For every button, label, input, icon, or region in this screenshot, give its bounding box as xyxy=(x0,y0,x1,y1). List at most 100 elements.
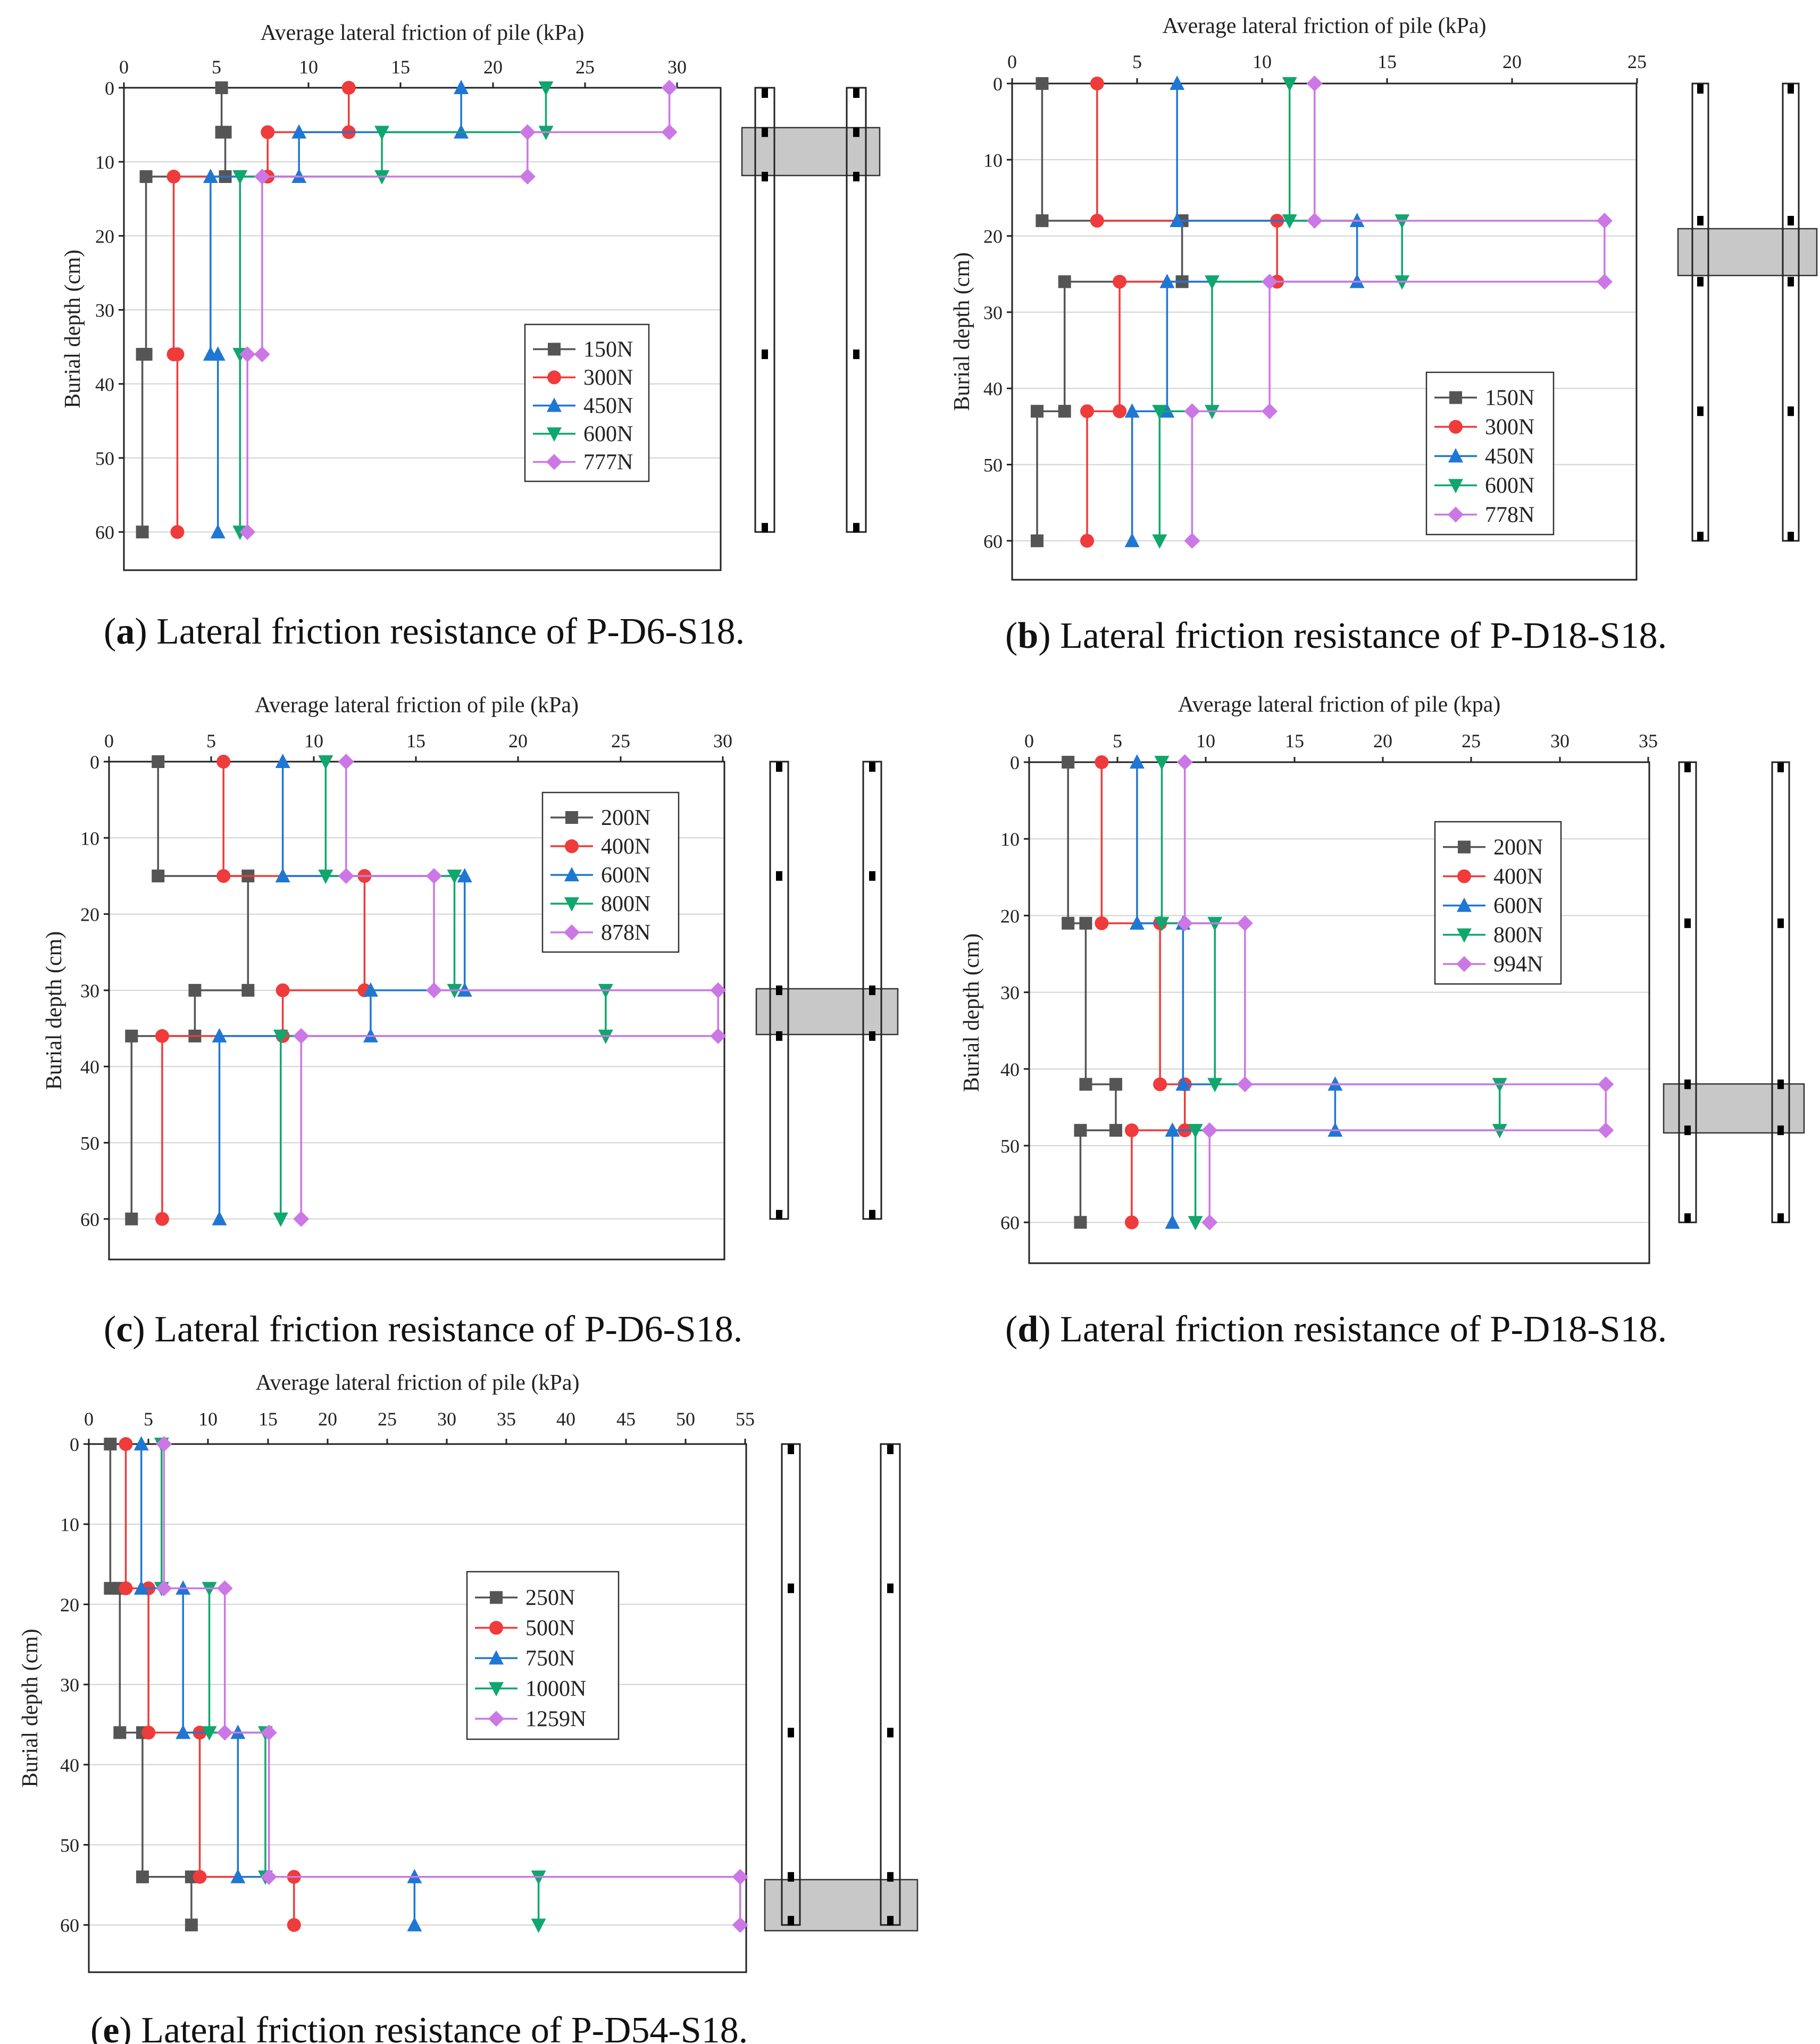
marker-triangle-down xyxy=(1207,1078,1223,1092)
x-tick-label: 20 xyxy=(1502,51,1522,72)
panel-e: 0 5 10 15 20 25 30 35 40 45 50 55 0 10 20 30 40 50 60 Avera… xyxy=(18,1371,919,2044)
pile xyxy=(1771,761,1790,1223)
marker-diamond xyxy=(1262,273,1278,290)
marker-diamond xyxy=(254,169,270,185)
legend-label: 400N xyxy=(1493,865,1543,889)
marker-square xyxy=(490,1591,503,1604)
marker-triangle-up xyxy=(457,867,472,882)
legend-label: 800N xyxy=(1493,923,1543,948)
marker-diamond xyxy=(1184,532,1200,549)
strain-gauge xyxy=(853,349,859,360)
caption-letter: c xyxy=(116,1309,132,1350)
strain-gauge xyxy=(776,985,782,995)
caption-letter: e xyxy=(103,2010,119,2044)
strain-gauge xyxy=(788,1916,794,1926)
legend-label: 878N xyxy=(601,921,650,945)
strain-gauge xyxy=(1777,918,1784,928)
marker-diamond xyxy=(254,346,270,363)
strain-gauge xyxy=(1684,763,1691,772)
marker-triangle-up xyxy=(275,867,290,882)
marker-square xyxy=(152,755,165,768)
marker-square xyxy=(152,869,165,882)
x-tick-label: 15 xyxy=(1377,51,1397,72)
y-tick-label: 50 xyxy=(95,448,114,469)
y-axis-title: Burial depth (cm) xyxy=(959,933,984,1092)
gridlines xyxy=(89,1523,746,1926)
marker-square xyxy=(1058,405,1071,418)
marker-triangle-up xyxy=(1124,532,1140,547)
y-tick-label: 0 xyxy=(90,752,99,773)
y-tick-label: 40 xyxy=(95,374,114,395)
marker-diamond xyxy=(710,1028,727,1044)
marker-diamond xyxy=(426,867,443,884)
legend: 150N 300N 450N 600N 778N xyxy=(1425,371,1555,536)
y-tick-label: 50 xyxy=(983,455,1003,476)
marker-square xyxy=(1074,1216,1087,1229)
strain-gauge xyxy=(1697,277,1704,287)
y-axis-title: Burial depth (cm) xyxy=(61,249,85,408)
legend: 200N 400N 600N 800N 994N xyxy=(1434,821,1562,985)
strain-gauge xyxy=(1777,763,1784,772)
marker-circle xyxy=(1153,1077,1167,1091)
marker-triangle-up xyxy=(176,1724,191,1739)
marker-triangle-up xyxy=(1159,273,1175,288)
marker-triangle-down xyxy=(538,81,554,96)
marker-triangle-down xyxy=(1188,1216,1203,1231)
marker-square xyxy=(185,1918,198,1932)
marker-square xyxy=(1109,1078,1122,1091)
marker-triangle-down xyxy=(273,1212,288,1227)
marker-triangle-up xyxy=(203,169,218,183)
marker-triangle-up xyxy=(489,1650,504,1665)
marker-triangle-down xyxy=(1152,534,1167,549)
marker-square xyxy=(1109,1124,1122,1137)
strain-gauge xyxy=(869,985,875,995)
x-axis-title: Average lateral friction of pile (kpa) xyxy=(1178,693,1501,717)
series-line xyxy=(300,762,719,1219)
strain-gauge xyxy=(853,523,859,533)
x-tick-label: 50 xyxy=(676,1408,695,1430)
marker-diamond xyxy=(1456,956,1472,972)
marker-diamond xyxy=(216,1580,233,1597)
legend-label: 600N xyxy=(583,422,633,447)
x-tick-label: 0 xyxy=(1024,730,1034,752)
gridlines xyxy=(124,161,721,533)
marker-diamond xyxy=(239,524,256,540)
x-tick-label: 25 xyxy=(1627,51,1647,72)
legend-label: 600N xyxy=(601,863,650,888)
strain-gauge xyxy=(887,1916,894,1926)
marker-diamond xyxy=(488,1711,504,1727)
strain-gauge xyxy=(1777,1213,1784,1223)
marker-square xyxy=(1079,1078,1092,1091)
pile xyxy=(1678,761,1697,1223)
x-axis-title: Average lateral friction of pile (kPa) xyxy=(260,21,584,45)
marker-triangle-up xyxy=(1165,1122,1180,1137)
x-tick-label: 5 xyxy=(212,56,221,78)
soil-layer-band xyxy=(1663,1083,1805,1134)
marker-circle xyxy=(547,370,561,385)
series-600N xyxy=(1152,77,1410,549)
x-tick-label: 55 xyxy=(736,1408,755,1430)
series-600N xyxy=(232,81,554,540)
strain-gauge xyxy=(1697,406,1704,416)
marker-triangle-up xyxy=(547,397,562,412)
x-tick-label: 25 xyxy=(378,1408,397,1430)
marker-triangle-up xyxy=(1457,897,1472,912)
marker-circle xyxy=(155,1212,169,1226)
marker-triangle-up xyxy=(210,524,226,539)
marker-diamond xyxy=(1598,1122,1614,1139)
legend-label: 1259N xyxy=(525,1707,586,1732)
marker-triangle-down xyxy=(489,1682,504,1697)
x-tick-label: 25 xyxy=(1462,730,1481,752)
marker-square xyxy=(1449,391,1462,404)
y-axis-title: Burial depth (cm) xyxy=(18,1629,43,1788)
series-400N xyxy=(1095,755,1192,1230)
series-778N xyxy=(1184,76,1613,549)
caption-letter: a xyxy=(116,611,135,652)
marker-circle xyxy=(216,755,231,769)
marker-square xyxy=(136,348,149,361)
pile-schematic xyxy=(741,87,881,533)
strain-gauge xyxy=(788,1445,794,1454)
strain-gauge xyxy=(1788,84,1794,94)
marker-circle xyxy=(1095,916,1109,930)
series-750N xyxy=(133,1436,422,1932)
